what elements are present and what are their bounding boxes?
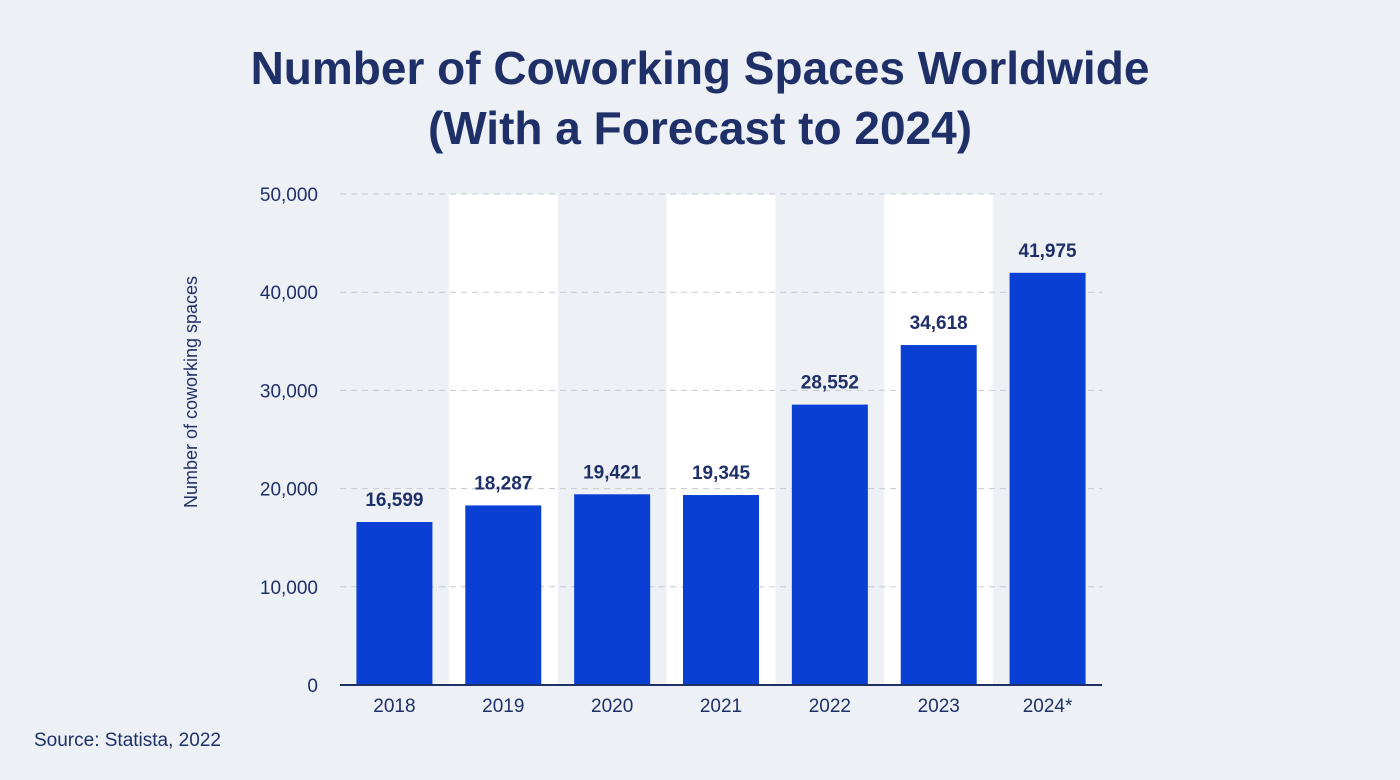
x-tick-label: 2019 — [482, 696, 524, 717]
bar — [574, 494, 651, 685]
data-label: 28,552 — [801, 373, 859, 394]
x-tick-label: 2023 — [918, 696, 960, 717]
x-tick-label: 2021 — [700, 696, 742, 717]
y-tick-label: 40,000 — [260, 283, 318, 304]
chart-title-line-2: (With a Forecast to 2024) — [427, 102, 973, 154]
y-tick-label: 20,000 — [260, 480, 318, 501]
y-axis-ticks: 0 10,000 20,000 30,000 40,000 50,000 — [260, 185, 318, 697]
y-tick-label: 30,000 — [260, 381, 318, 402]
chart-title-line-1: Number of Coworking Spaces Worldwide — [250, 42, 1150, 94]
bars — [356, 272, 1086, 685]
data-label: 19,421 — [583, 462, 642, 483]
x-tick-label: 2024* — [1023, 696, 1073, 717]
value-labels: 16,599 18,287 19,421 19,345 28,552 34,618 41,9… — [365, 241, 1077, 511]
bar — [900, 345, 977, 685]
data-label: 34,618 — [910, 313, 968, 334]
y-tick-label: 10,000 — [260, 578, 318, 599]
bar — [356, 521, 433, 685]
y-tick-label: 0 — [307, 676, 318, 697]
data-label: 16,599 — [365, 490, 423, 511]
data-label: 41,975 — [1019, 241, 1078, 262]
bar — [1009, 272, 1086, 685]
x-axis-ticks: 2018 2019 2020 2021 2022 2023 2024* — [373, 696, 1073, 717]
bar — [683, 495, 759, 685]
x-tick-label: 2018 — [373, 696, 415, 717]
bar — [465, 505, 542, 685]
chart-title: Number of Coworking Spaces Worldwide (Wi… — [0, 38, 1400, 158]
data-label: 18,287 — [474, 473, 532, 494]
bar — [791, 404, 868, 685]
x-tick-label: 2020 — [591, 696, 633, 717]
data-label: 19,345 — [692, 463, 751, 484]
y-axis-label: Number of coworking spaces — [181, 276, 201, 508]
y-tick-label: 50,000 — [260, 185, 318, 206]
x-tick-label: 2022 — [809, 696, 851, 717]
source-note: Source: Statista, 2022 — [34, 730, 221, 751]
